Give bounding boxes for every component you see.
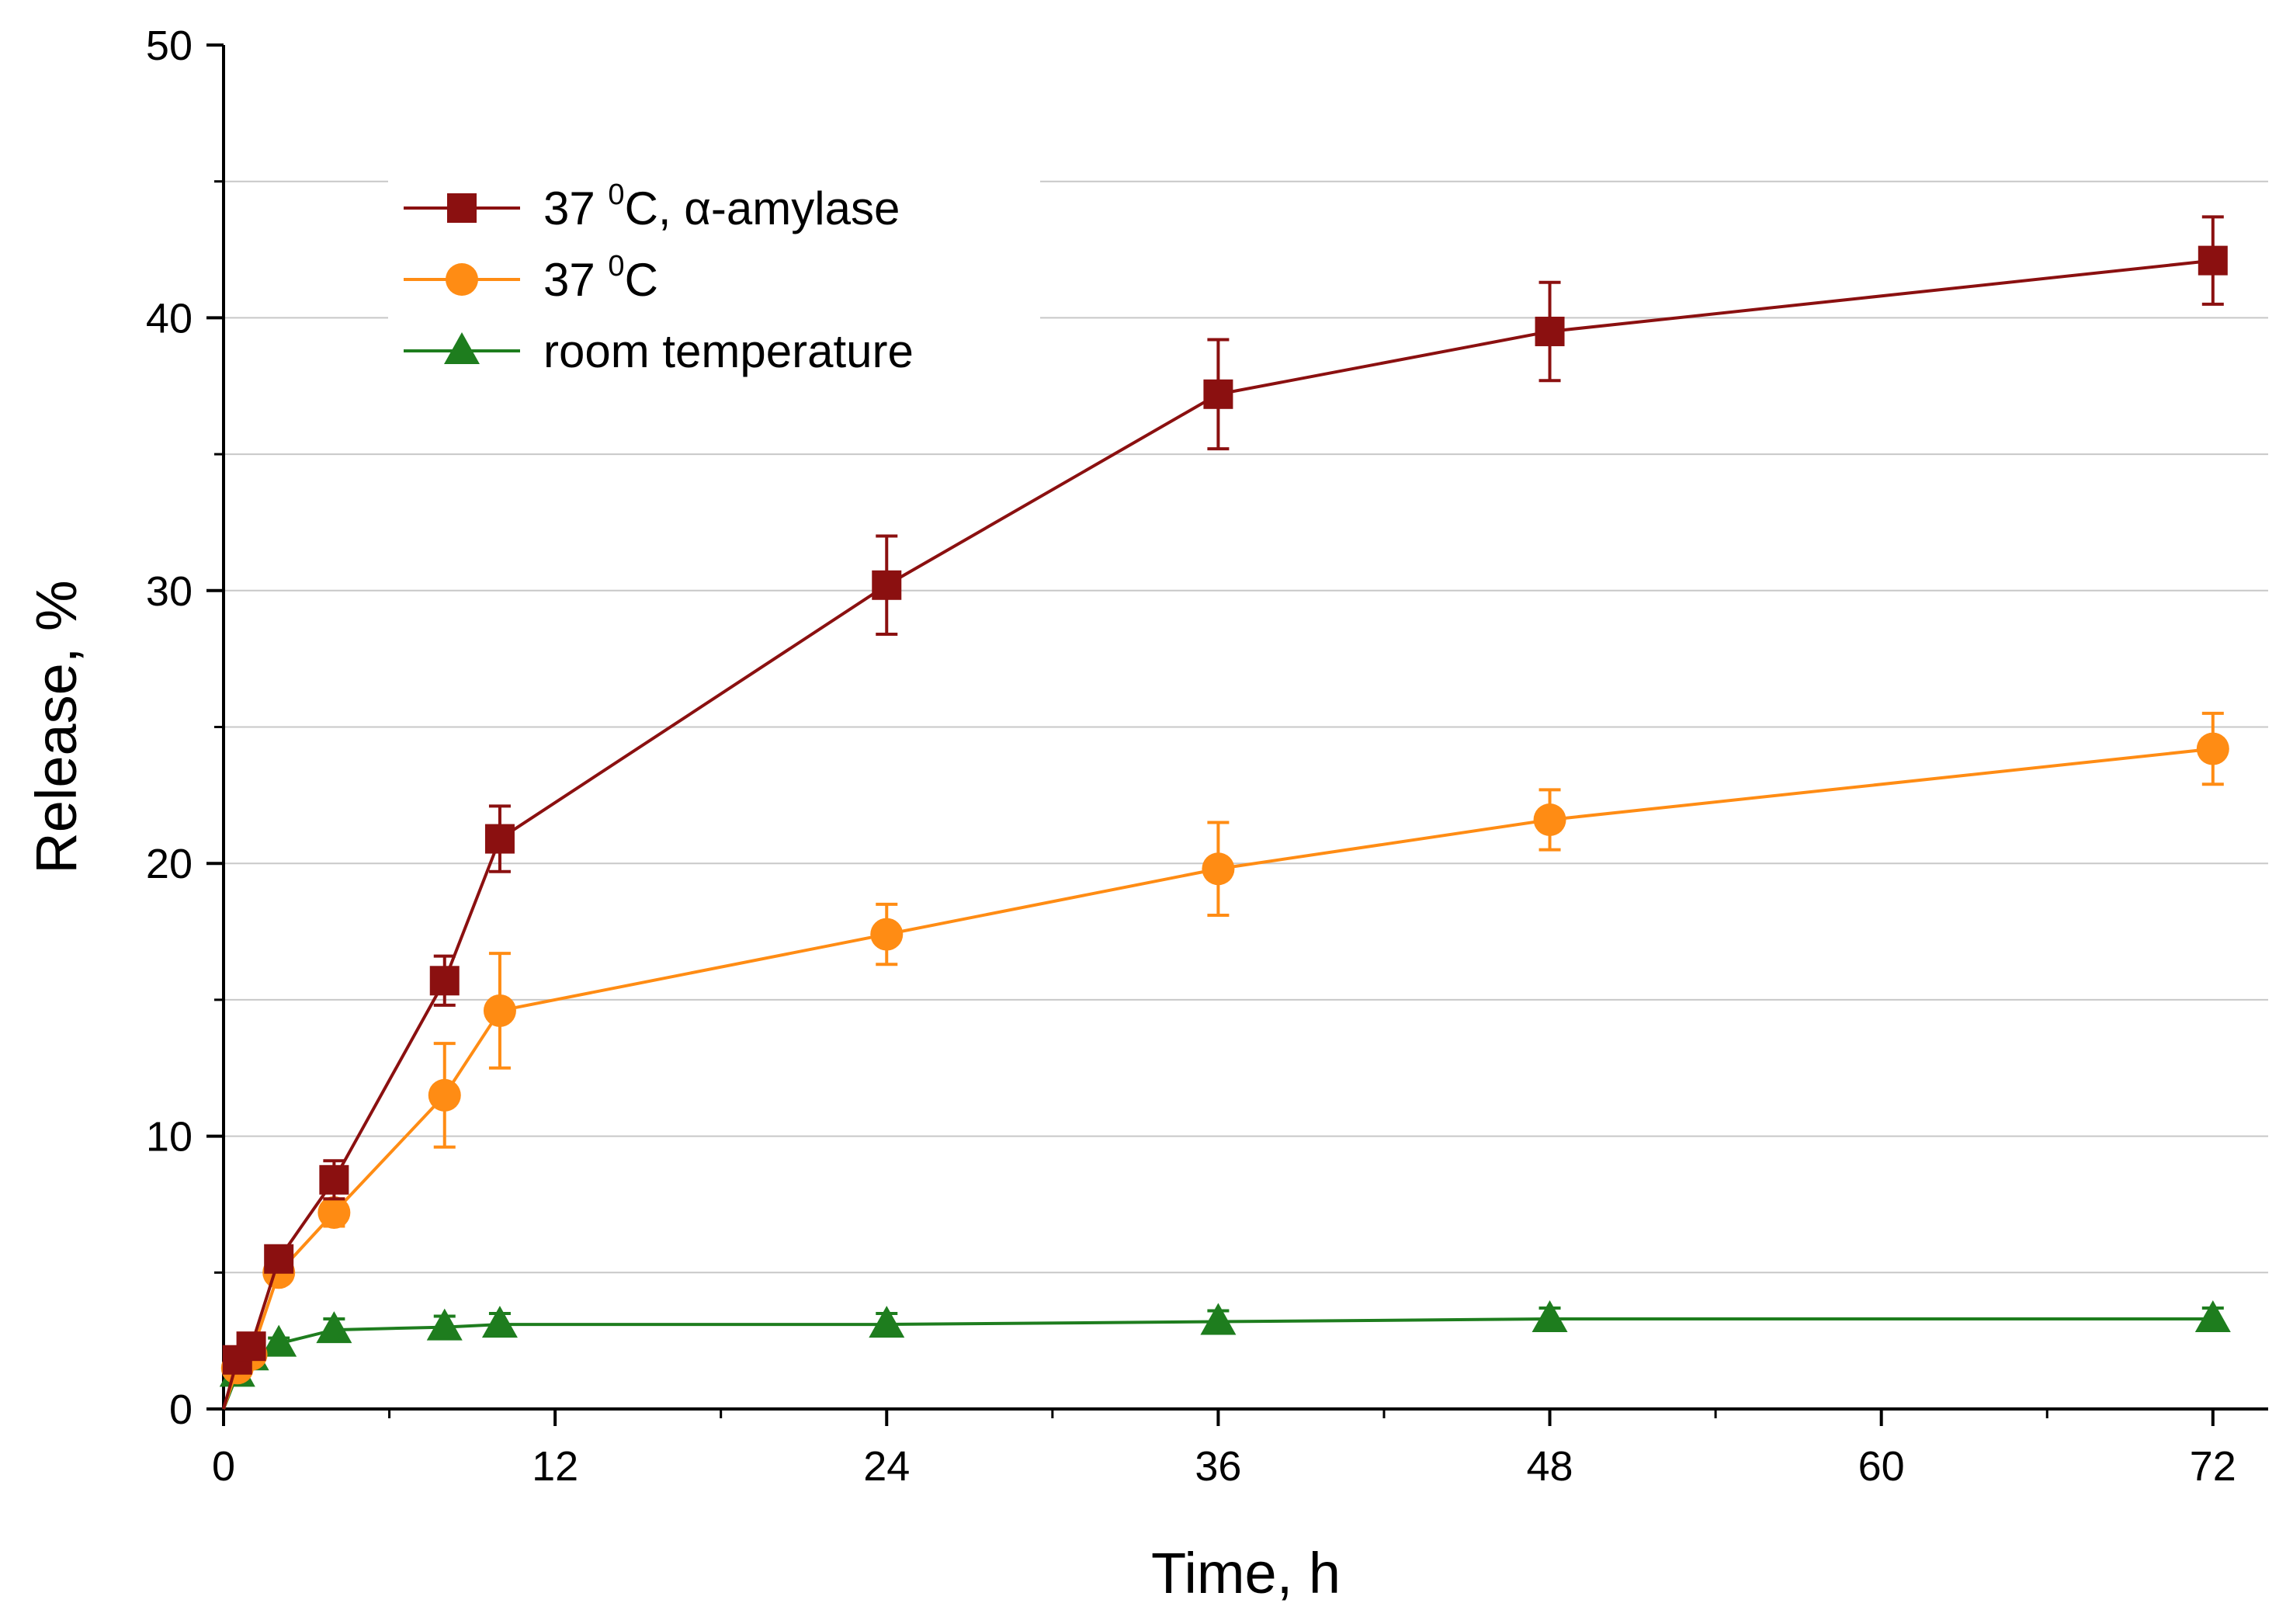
axes: 0 10 20 30 40 50 0 12 24 36 48 60 72: [146, 23, 2268, 1490]
y-tick-label: 40: [146, 295, 193, 342]
x-tick-label: 12: [532, 1443, 578, 1490]
data-point: [236, 1331, 266, 1362]
legend-item: 37 0C, α-amylase: [404, 179, 900, 234]
legend-marker: [447, 193, 477, 223]
gridlines: [224, 180, 2268, 1274]
series-triangle: [219, 1300, 2231, 1410]
legend-label: 37 0C: [543, 250, 658, 306]
data-point: [426, 1308, 463, 1341]
x-axis-title: Time, h: [1151, 1541, 1341, 1605]
data-point: [2198, 245, 2228, 276]
data-point: [317, 1195, 351, 1229]
legend-marker: [446, 263, 478, 296]
data-point: [264, 1244, 294, 1274]
data-point: [481, 1306, 518, 1338]
data-point: [1203, 379, 1233, 409]
y-tick-label: 20: [146, 841, 193, 887]
x-tick-label: 36: [1195, 1443, 1241, 1490]
data-point: [429, 966, 460, 996]
x-tick-label: 0: [212, 1443, 235, 1490]
data-point: [261, 1324, 297, 1357]
y-tick-label: 10: [146, 1114, 193, 1161]
legend-item: 37 0C: [404, 250, 658, 306]
data-point: [1202, 852, 1235, 886]
y-tick-label: 30: [146, 568, 193, 615]
y-tick-label: 50: [146, 23, 193, 69]
data-point: [2194, 1300, 2231, 1333]
data-point: [483, 994, 516, 1027]
x-tick-label: 72: [2190, 1443, 2236, 1490]
x-tick-label: 24: [863, 1443, 910, 1490]
data-point: [428, 1078, 461, 1112]
data-series: [219, 215, 2231, 1410]
y-tick-label: 0: [169, 1386, 193, 1433]
data-point: [872, 570, 902, 600]
data-point: [2196, 732, 2229, 765]
x-tick-label: 48: [1527, 1443, 1573, 1490]
x-tick-label: 60: [1858, 1443, 1905, 1490]
data-point: [869, 1306, 905, 1338]
series-square: [222, 215, 2228, 1410]
series-circle: [220, 711, 2229, 1410]
legend-item: room temperature: [404, 325, 914, 377]
data-point: [316, 1311, 352, 1344]
data-point: [319, 1164, 349, 1195]
legend-marker: [444, 332, 480, 364]
data-point: [870, 918, 904, 951]
y-axis-title: Release, %: [24, 580, 88, 873]
data-point: [484, 824, 515, 854]
legend-label: room temperature: [543, 325, 914, 377]
legend-label: 37 0C, α-amylase: [543, 179, 900, 234]
data-point: [1532, 1300, 1568, 1333]
legend: 37 0C, α-amylase 37 0C room temperature: [404, 179, 914, 377]
data-point: [1533, 803, 1566, 836]
data-point: [1535, 316, 1565, 346]
data-point: [1200, 1303, 1237, 1335]
